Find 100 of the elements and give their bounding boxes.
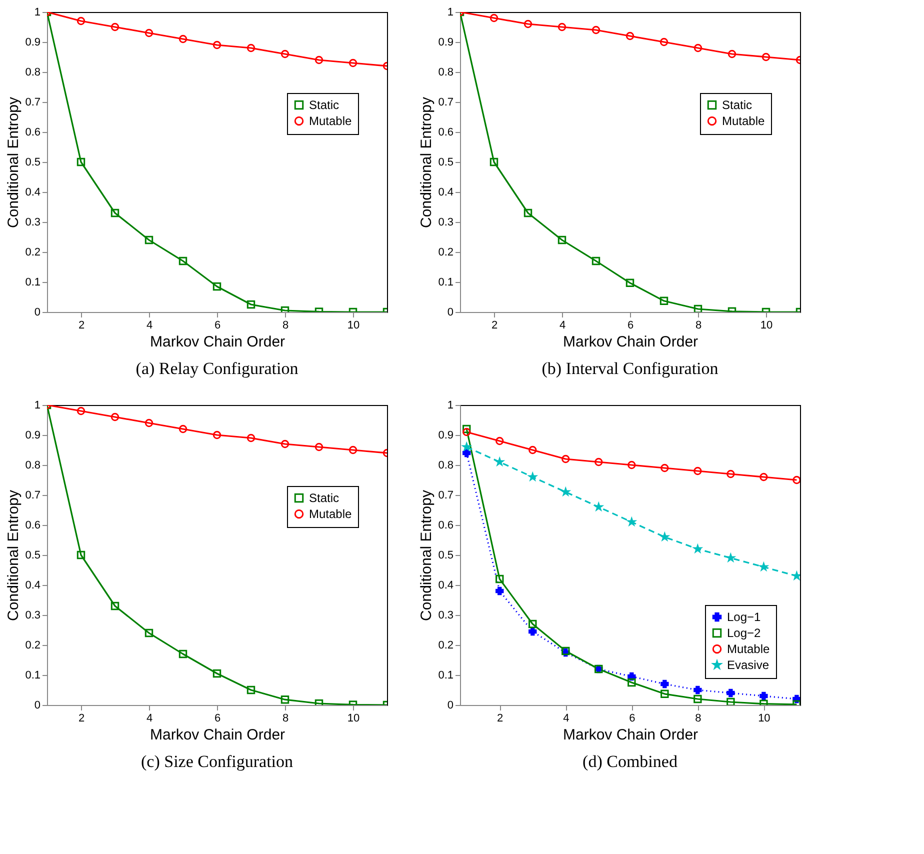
point (462, 424, 471, 434)
point (490, 158, 498, 166)
point (524, 208, 532, 218)
x-axis-title: Markov Chain Order (562, 334, 698, 350)
point (524, 20, 532, 28)
y-tick-label: 0.1 (25, 670, 40, 682)
y-tick-label: 0.8 (25, 66, 40, 78)
y-tick-label: 0.1 (25, 276, 40, 288)
point (246, 434, 256, 442)
y-tick-label: 0.8 (438, 66, 454, 78)
point (212, 430, 222, 440)
y-tick-label: 1 (34, 6, 40, 18)
point (762, 52, 770, 62)
legend-label: Evasive (727, 658, 770, 672)
y-tick-label: 0.1 (438, 276, 454, 288)
y-tick-label: 0.8 (25, 460, 40, 472)
y-tick-label: 0.4 (25, 580, 40, 592)
point (694, 304, 702, 312)
x-tick-label: 2 (78, 712, 85, 724)
point (144, 28, 154, 38)
point (592, 26, 600, 34)
point (528, 620, 537, 628)
x-tick-label: 8 (282, 320, 289, 332)
y-tick-label: 0.9 (25, 430, 40, 442)
point (314, 56, 324, 64)
point (348, 446, 358, 454)
point (694, 694, 702, 704)
y-tick-label: 0.6 (438, 520, 454, 532)
point (144, 628, 154, 638)
point (660, 38, 668, 46)
point (660, 680, 669, 688)
point (726, 698, 735, 705)
point (76, 16, 86, 26)
legend-label: Mutable (727, 642, 770, 656)
text: (c) Size Configuration (140, 752, 294, 771)
point (110, 602, 120, 610)
point (728, 50, 736, 58)
x-tick-label: 10 (758, 712, 770, 724)
y-tick-label: 0.4 (438, 580, 454, 592)
x-tick-label: 6 (214, 712, 221, 724)
y-tick-label: 0.7 (25, 96, 40, 108)
y-tick-label: 1 (447, 400, 454, 412)
y-tick-label: 0.4 (438, 186, 454, 198)
point (496, 574, 504, 584)
x-tick-label: 10 (760, 320, 773, 332)
x-tick-label: 4 (563, 712, 570, 724)
y-tick-label: 0.8 (438, 460, 454, 472)
point (562, 454, 570, 464)
y-tick-label: 0 (447, 306, 454, 318)
y-axis-title: Conditional Entropy (418, 96, 436, 228)
point (246, 686, 256, 694)
x-tick-label: 8 (695, 320, 702, 332)
x-tick-label: 2 (497, 712, 504, 724)
legend-label: Static (309, 98, 340, 112)
y-axis-title: Conditional Entropy (418, 490, 436, 621)
point (726, 688, 735, 698)
point (628, 460, 636, 470)
y-tick-label: 0.2 (25, 246, 40, 258)
y-tick-label: 0.7 (438, 490, 454, 502)
x-tick-label: 10 (347, 320, 360, 332)
point (528, 627, 537, 636)
text: (a) Relay Configuration (136, 359, 299, 378)
x-tick-label: 10 (347, 712, 360, 724)
point (660, 464, 669, 472)
x-tick-label: 2 (491, 320, 498, 332)
point (626, 278, 634, 288)
x-tick-label: 2 (78, 320, 85, 332)
y-tick-label: 0.3 (25, 216, 40, 228)
point (178, 650, 188, 658)
point (694, 44, 702, 52)
legend-label: Mutable (309, 114, 352, 128)
point (558, 22, 566, 32)
text: (d) Combined (582, 752, 678, 771)
point (660, 296, 668, 306)
y-tick-label: 0 (447, 700, 454, 712)
point (760, 472, 768, 482)
point (314, 442, 324, 452)
y-tick-label: 0.5 (25, 550, 40, 562)
y-tick-label: 0.2 (438, 640, 454, 652)
y-tick-label: 0.9 (25, 36, 40, 48)
y-tick-label: 0.7 (438, 96, 454, 108)
point (246, 300, 256, 309)
y-tick-label: 0 (34, 306, 40, 318)
point (76, 406, 86, 416)
x-axis-title: Markov Chain Order (150, 726, 286, 744)
point (178, 256, 188, 266)
point (212, 40, 222, 50)
y-tick-label: 0.9 (438, 36, 454, 48)
y-tick-label: 0.4 (25, 186, 40, 198)
y-tick-label: 0.5 (438, 156, 454, 168)
point (280, 440, 290, 448)
y-tick-label: 0 (34, 700, 40, 712)
point (280, 695, 290, 704)
point (178, 34, 188, 44)
x-tick-label: 8 (282, 712, 289, 724)
x-axis-title: Markov Chain Order (562, 726, 698, 744)
x-axis-title: Markov Chain Order (150, 334, 286, 350)
point (626, 32, 634, 40)
legend-label: Log−1 (727, 610, 762, 624)
y-tick-label: 1 (34, 400, 40, 412)
